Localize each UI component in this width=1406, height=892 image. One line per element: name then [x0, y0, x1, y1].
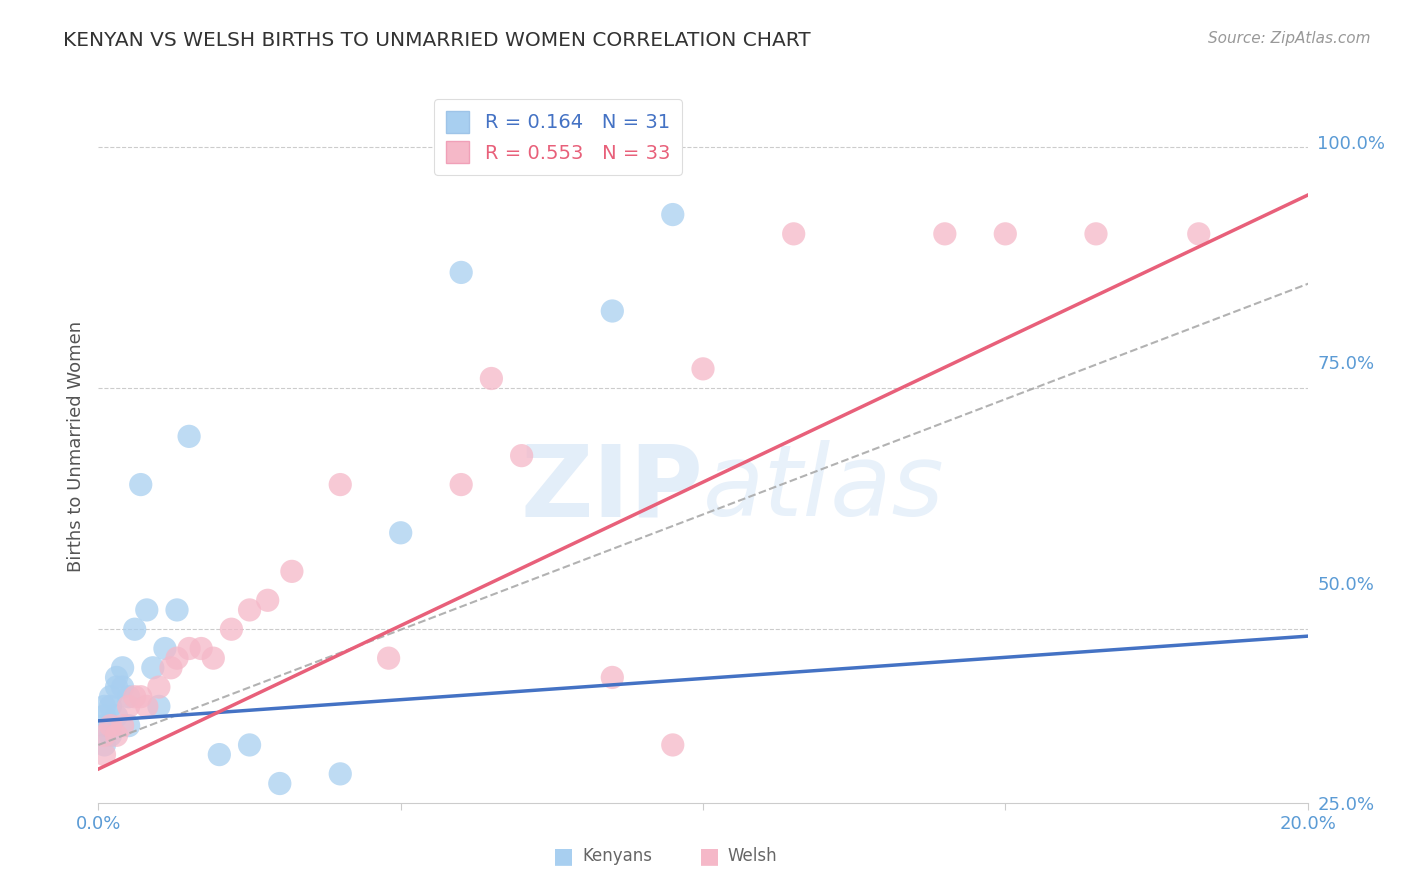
Point [93, 699, 115, 714]
Point [105, 709, 128, 723]
Text: Welsh: Welsh [727, 847, 776, 865]
Point [661, 208, 683, 222]
Point [256, 593, 278, 607]
Point [692, 362, 714, 376]
Point [450, 477, 472, 491]
Point [166, 603, 188, 617]
Point [179, 429, 201, 443]
Point [111, 719, 134, 733]
Point [135, 603, 157, 617]
Text: atlas: atlas [703, 441, 945, 537]
Point [105, 680, 128, 694]
Point [100, 719, 122, 733]
Point [389, 525, 412, 540]
Point [135, 699, 157, 714]
Point [202, 651, 225, 665]
Point [329, 767, 352, 781]
Point [100, 690, 122, 704]
Point [873, 863, 896, 878]
Point [166, 651, 188, 665]
Point [100, 699, 122, 714]
Point [190, 641, 212, 656]
Point [142, 661, 165, 675]
Text: ■: ■ [554, 847, 575, 866]
Text: KENYAN VS WELSH BIRTHS TO UNMARRIED WOMEN CORRELATION CHART: KENYAN VS WELSH BIRTHS TO UNMARRIED WOME… [63, 31, 811, 50]
Point [118, 699, 141, 714]
Text: ■: ■ [699, 847, 720, 866]
Point [118, 690, 141, 704]
Point [105, 670, 128, 684]
Point [129, 690, 152, 704]
Point [481, 371, 503, 385]
Point [124, 622, 146, 636]
Point [994, 227, 1017, 241]
Point [93, 719, 115, 733]
Point [93, 709, 115, 723]
Point [105, 728, 128, 742]
Point [510, 449, 533, 463]
Point [281, 565, 304, 579]
Point [239, 738, 262, 752]
Point [124, 690, 146, 704]
Point [179, 641, 201, 656]
Point [111, 680, 134, 694]
Point [221, 622, 243, 636]
Point [148, 680, 170, 694]
Legend: R = 0.164   N = 31, R = 0.553   N = 33: R = 0.164 N = 31, R = 0.553 N = 33 [434, 99, 682, 175]
Point [269, 776, 291, 790]
Point [239, 603, 262, 617]
Text: Source: ZipAtlas.com: Source: ZipAtlas.com [1208, 31, 1371, 46]
Point [602, 670, 624, 684]
Text: ZIP: ZIP [520, 441, 703, 537]
Point [93, 738, 115, 752]
Point [93, 747, 115, 762]
Point [661, 738, 683, 752]
Point [208, 747, 231, 762]
Point [93, 728, 115, 742]
Text: Kenyans: Kenyans [582, 847, 652, 865]
Point [160, 661, 183, 675]
Point [1188, 227, 1211, 241]
Y-axis label: Births to Unmarried Women: Births to Unmarried Women [66, 320, 84, 572]
Point [934, 227, 956, 241]
Point [329, 477, 352, 491]
Point [153, 641, 176, 656]
Point [602, 304, 624, 318]
Point [1085, 227, 1108, 241]
Point [450, 265, 472, 279]
Point [783, 227, 806, 241]
Point [111, 661, 134, 675]
Point [100, 728, 122, 742]
Point [377, 651, 399, 665]
Point [129, 477, 152, 491]
Point [118, 719, 141, 733]
Point [148, 699, 170, 714]
